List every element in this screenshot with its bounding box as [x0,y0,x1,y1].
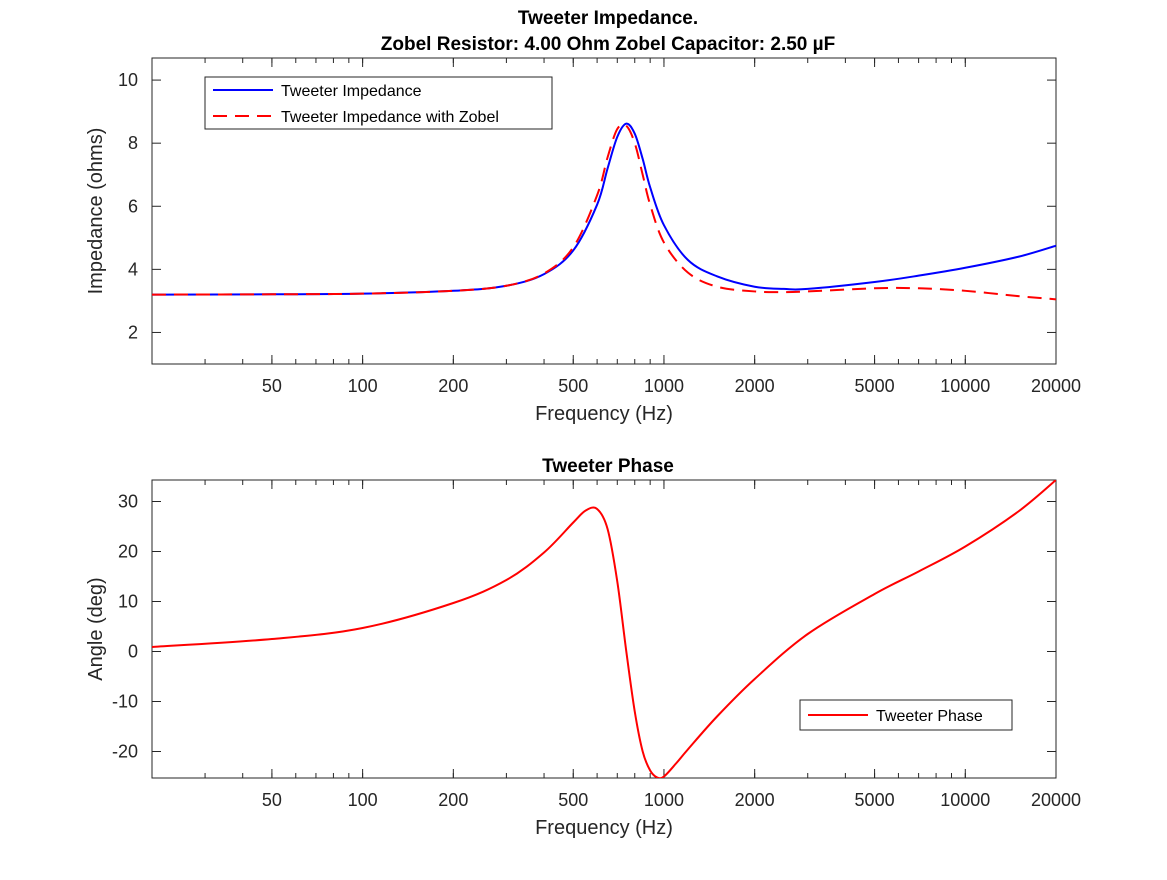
phase-subplot: 50 100 200 500 1000 2000 5000 10000 20000 -20 -10 0… [85,456,1081,839]
x-tick-label: 10000 [940,790,990,810]
x-tick-label: 500 [558,790,588,810]
y-tick-label: 4 [128,259,138,279]
axes-box [151,479,1057,779]
chart-title: Zobel Resistor: 4.00 Ohm Zobel Capacitor… [381,34,835,55]
legend-label: Tweeter Phase [876,708,983,725]
y-axis-label: Impedance (ohms) [85,128,107,295]
y-tick-label: 30 [118,492,138,512]
y-tick-label: 8 [128,133,138,153]
series-group [152,122,1056,301]
legend-box [204,76,553,130]
x-tick-label: 500 [558,376,588,396]
x-tick-label: 10000 [940,376,990,396]
x-tick-label: 20000 [1031,790,1081,810]
series-line-1 [152,122,1056,296]
series-group [152,480,1056,778]
x-tick-label: 1000 [644,376,684,396]
x-tick-label: 2000 [735,376,775,396]
x-tick-label: 1000 [644,790,684,810]
chart-title: Tweeter Phase [542,456,674,477]
y-tick-label: 20 [118,542,138,562]
x-tick-label: 2000 [735,790,775,810]
series-line-1 [152,480,1056,778]
legend-label: Tweeter Impedance with Zobel [281,109,499,126]
x-tick-label: 50 [262,790,282,810]
x-tick-label: 200 [438,790,468,810]
y-tick-label: 2 [128,322,138,342]
y-axis-label: Angle (deg) [85,577,107,680]
impedance-subplot: 50 100 200 500 1000 2000 5000 10000 20000 2 4 6 8 10 T… [85,8,1081,425]
y-tick-label: 10 [118,592,138,612]
legend-label: Tweeter Impedance [281,83,422,100]
y-tick-label: 0 [128,642,138,662]
x-tick-label: 200 [438,376,468,396]
x-tick-label: 100 [348,790,378,810]
y-tick-label: 10 [118,70,138,90]
y-tick-label: -10 [112,692,138,712]
x-tick-label: 100 [348,376,378,396]
x-axis-label: Frequency (Hz) [535,817,673,839]
x-axis-label: Frequency (Hz) [535,403,673,425]
y-tick-label: 6 [128,196,138,216]
y-tick-label: -20 [112,742,138,762]
x-tick-label: 50 [262,376,282,396]
x-tick-label: 5000 [855,790,895,810]
x-tick-label: 20000 [1031,376,1081,396]
chart-title: Tweeter Impedance. [518,8,698,29]
x-tick-label: 5000 [855,376,895,396]
